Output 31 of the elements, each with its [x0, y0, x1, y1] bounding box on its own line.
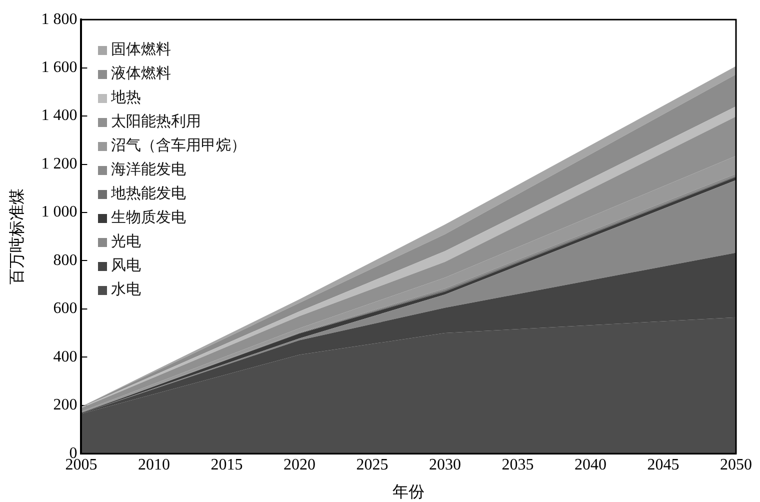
x-tick-label: 2035: [502, 456, 534, 474]
legend-label: 沼气（含车用甲烷）: [111, 136, 246, 156]
legend-label: 地热: [111, 88, 141, 108]
y-tick-label: 600: [53, 300, 78, 318]
legend-label: 地热能发电: [111, 184, 186, 204]
x-tick-label: 2040: [574, 456, 606, 474]
y-tick-label: 1 200: [41, 155, 78, 172]
y-tick-label: 800: [53, 252, 78, 269]
y-tick-label: 1 000: [41, 204, 78, 221]
legend-label: 固体燃料: [111, 40, 171, 60]
x-tick-label: 2020: [283, 456, 316, 474]
x-tick-label: 2045: [647, 456, 680, 474]
legend-label: 海洋能发电: [111, 160, 186, 180]
x-tick-label: 2030: [428, 456, 461, 474]
x-axis-title: 年份: [392, 484, 425, 501]
y-axis-title: 百万吨标准煤: [8, 188, 26, 285]
legend-label: 液体燃料: [111, 64, 171, 84]
legend-label: 太阳能热利用: [111, 112, 201, 132]
legend-label: 风电: [111, 256, 141, 276]
x-tick-label: 2010: [138, 456, 170, 474]
x-tick-label: 2015: [210, 456, 243, 474]
x-tick-label: 2050: [720, 456, 752, 474]
y-tick-label: 400: [53, 348, 78, 366]
legend-label: 生物质发电: [111, 208, 186, 228]
y-tick-label: 1 800: [41, 10, 78, 28]
y-tick-label: 200: [53, 396, 78, 414]
y-tick-label: 1 400: [41, 107, 78, 124]
legend-label: 水电: [111, 280, 141, 300]
x-tick-label: 2025: [356, 456, 388, 474]
y-tick-label: 1 600: [41, 59, 78, 76]
legend-label: 光电: [111, 232, 141, 252]
